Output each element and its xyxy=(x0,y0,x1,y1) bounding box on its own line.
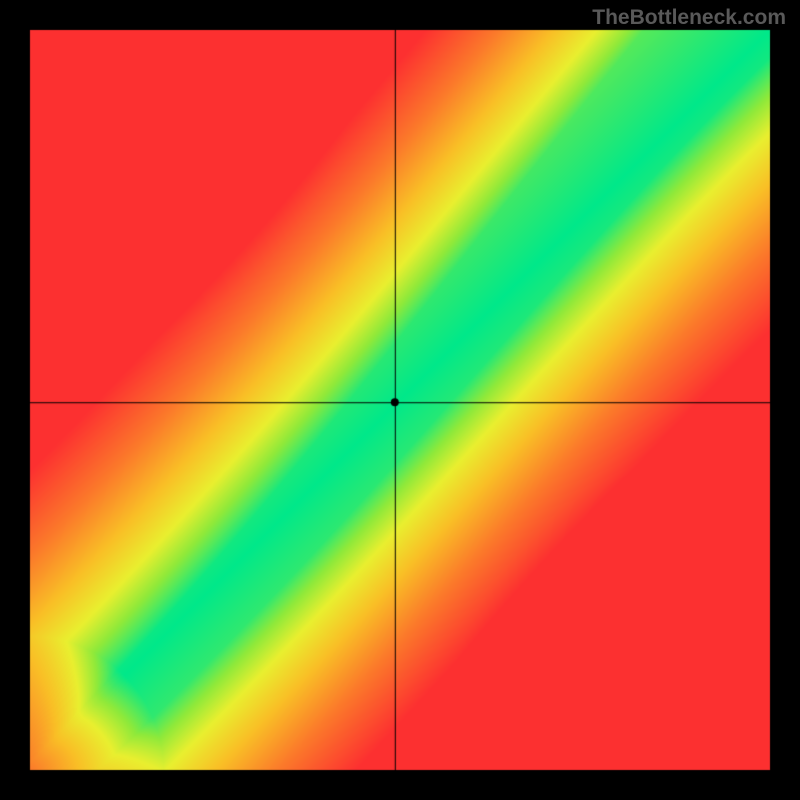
chart-container: TheBottleneck.com xyxy=(0,0,800,800)
watermark-text: TheBottleneck.com xyxy=(592,6,786,30)
heatmap-canvas xyxy=(0,0,800,800)
